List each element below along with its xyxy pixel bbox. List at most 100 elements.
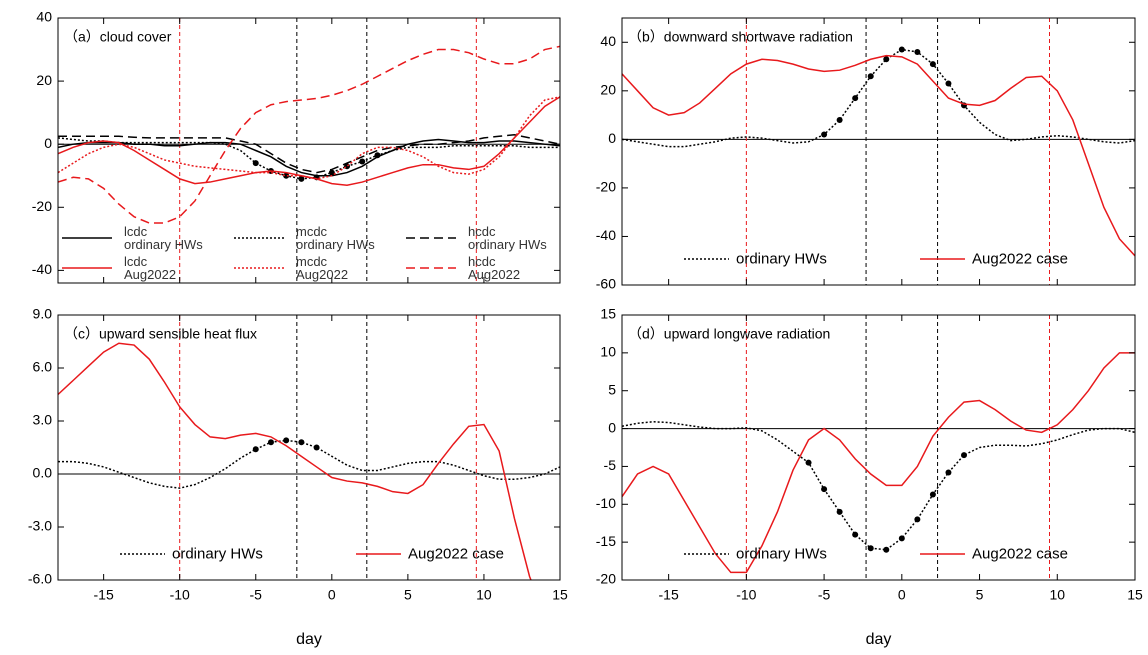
x-tick-label: 15 <box>1127 587 1143 603</box>
x-axis-label: day <box>866 631 892 648</box>
plot-area <box>58 18 560 283</box>
y-tick-label: -5 <box>604 457 617 473</box>
legend-label: lcdc Aug2022 <box>124 254 177 282</box>
y-tick-label: 0.0 <box>33 465 53 481</box>
series-line <box>622 48 1135 148</box>
marker <box>867 73 874 80</box>
y-tick-label: -20 <box>32 198 52 214</box>
marker <box>852 95 859 102</box>
marker <box>883 546 890 553</box>
marker <box>267 439 274 446</box>
series-line <box>622 421 1135 551</box>
y-tick-label: 9.0 <box>33 306 53 322</box>
marker <box>328 169 335 176</box>
series-line <box>58 138 560 177</box>
marker <box>836 116 843 123</box>
x-tick-label: -5 <box>818 587 831 603</box>
y-tick-label: -20 <box>596 571 616 587</box>
legend-label: ordinary HWs <box>736 545 827 563</box>
y-tick-label: 15 <box>600 306 616 322</box>
legend-label: lcdc ordinary HWs <box>124 224 203 252</box>
marker <box>929 491 936 498</box>
legend-label: ordinary HWs <box>172 545 263 563</box>
marker <box>867 545 874 552</box>
x-tick-label: -15 <box>659 587 679 603</box>
y-tick-label: 10 <box>600 344 616 360</box>
marker <box>313 444 320 451</box>
series-line <box>622 352 1135 574</box>
series-line <box>58 137 560 180</box>
marker <box>298 175 305 182</box>
marker <box>359 158 366 165</box>
y-tick-label: 20 <box>600 82 616 98</box>
x-tick-label: -10 <box>736 587 756 603</box>
marker <box>252 446 259 453</box>
y-tick-label: 40 <box>600 33 616 49</box>
y-tick-label: 5 <box>608 381 616 397</box>
marker <box>898 46 905 53</box>
marker <box>283 172 290 179</box>
panel-title: （c）upward sensible heat flux <box>64 326 257 342</box>
marker <box>898 535 905 542</box>
x-tick-label: 10 <box>476 587 492 603</box>
frame <box>57 314 561 581</box>
legend-label: mcdc Aug2022 <box>296 254 349 282</box>
series-line <box>58 45 560 224</box>
y-tick-label: -10 <box>596 495 616 511</box>
legend-label: hcdc ordinary HWs <box>468 224 547 252</box>
y-tick-label: -3.0 <box>28 518 52 534</box>
x-tick-label: 5 <box>976 587 984 603</box>
legend-label: ordinary HWs <box>736 250 827 268</box>
legend-label: mcdc ordinary HWs <box>296 224 375 252</box>
y-tick-label: -20 <box>596 179 616 195</box>
x-tick-label: -15 <box>94 587 114 603</box>
series-line <box>622 54 1135 257</box>
y-tick-label: -15 <box>596 533 616 549</box>
marker <box>805 459 812 466</box>
marker <box>821 486 828 493</box>
marker <box>374 152 381 159</box>
legend-label: hcdc Aug2022 <box>468 254 521 282</box>
x-axis-label: day <box>296 631 322 648</box>
marker <box>283 437 290 444</box>
series-line <box>58 96 560 186</box>
marker <box>252 160 259 167</box>
marker <box>945 469 952 476</box>
legend-label: Aug2022 case <box>972 250 1068 268</box>
y-tick-label: -60 <box>596 276 616 292</box>
marker <box>945 80 952 87</box>
frame <box>621 314 1136 581</box>
plot-area <box>622 315 1135 580</box>
x-tick-label: -5 <box>250 587 263 603</box>
plot-area <box>58 315 560 580</box>
marker <box>929 61 936 68</box>
y-tick-label: 0 <box>44 135 52 151</box>
x-tick-label: 10 <box>1049 587 1065 603</box>
marker <box>852 531 859 538</box>
legend-label: Aug2022 case <box>972 545 1068 563</box>
y-tick-label: 0 <box>608 419 616 435</box>
panel-title: （b）downward shortwave radiation <box>628 29 853 45</box>
marker <box>883 56 890 63</box>
y-tick-label: 20 <box>36 72 52 88</box>
series-line <box>58 96 560 180</box>
marker <box>821 131 828 138</box>
frame <box>57 17 561 284</box>
y-tick-label: -6.0 <box>28 571 52 587</box>
x-tick-label: 15 <box>552 587 568 603</box>
panel-title: （a）cloud cover <box>64 29 172 45</box>
marker <box>914 516 921 523</box>
panel-title: （d）upward longwave radiation <box>628 326 830 342</box>
x-tick-label: -10 <box>170 587 190 603</box>
marker <box>961 452 967 459</box>
x-tick-label: 0 <box>328 587 336 603</box>
series-line <box>58 133 560 174</box>
frame <box>621 17 1136 286</box>
marker <box>298 439 305 446</box>
y-tick-label: -40 <box>32 261 52 277</box>
plot-area <box>622 18 1135 285</box>
y-tick-label: 40 <box>36 9 52 25</box>
y-tick-label: 6.0 <box>33 359 53 375</box>
series-line <box>58 439 560 489</box>
